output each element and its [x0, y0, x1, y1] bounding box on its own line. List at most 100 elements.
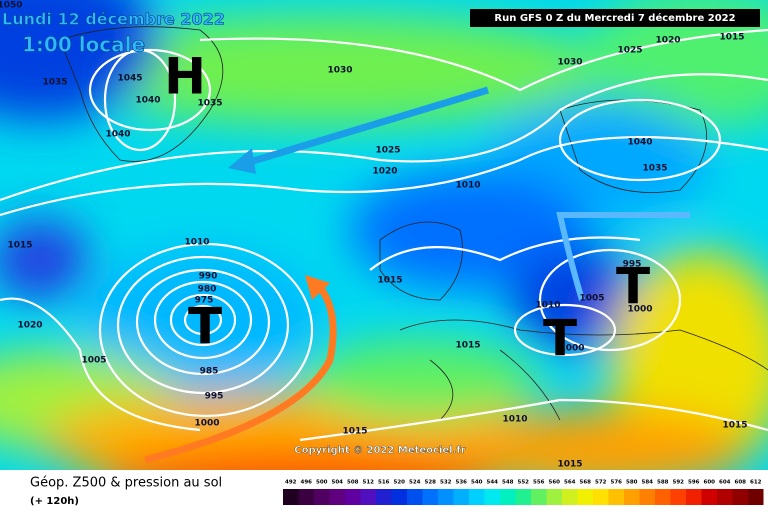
legend-swatch	[298, 489, 314, 505]
legend-label: 572	[595, 480, 607, 486]
pressure-label: 1020	[372, 167, 397, 177]
legend-swatch	[407, 489, 423, 505]
pressure-label: 1005	[579, 294, 604, 304]
legend-swatch	[469, 489, 485, 505]
legend-swatch	[283, 489, 299, 505]
pressure-labels: 1050 1035 1045 1040 1035 1040 1030 1030 1025 1020…	[0, 1, 748, 470]
legend-label: 496	[301, 480, 313, 486]
legend-label: 536	[456, 480, 468, 486]
legend-label: 608	[735, 480, 747, 486]
legend-swatch	[515, 489, 531, 505]
pressure-label: 1015	[342, 427, 367, 437]
legend-label: 540	[471, 480, 483, 486]
legend-label: 520	[394, 480, 406, 486]
legend-label: 596	[688, 480, 700, 486]
legend-swatch	[686, 489, 702, 505]
legend-swatch	[701, 489, 717, 505]
pressure-label: 1000	[194, 419, 219, 429]
pressure-label: 1010	[455, 181, 480, 191]
legend-swatch	[345, 489, 361, 505]
legend-swatch	[531, 489, 547, 505]
legend-swatch	[546, 489, 562, 505]
legend-label: 528	[425, 480, 437, 486]
legend-swatch	[391, 489, 407, 505]
pressure-label: 1040	[135, 96, 160, 106]
pressure-label: 1015	[722, 421, 747, 431]
legend-label: 504	[332, 480, 344, 486]
flow-arrows	[144, 86, 690, 464]
pressure-label: 1030	[557, 58, 582, 68]
pressure-label: 1005	[81, 356, 106, 366]
pressure-label: 1025	[617, 46, 642, 56]
system-letter: T	[188, 298, 222, 356]
pressure-label: 1035	[197, 99, 222, 109]
legend-label: 500	[316, 480, 328, 486]
pressure-label: 1015	[719, 33, 744, 43]
system-letter: H	[164, 48, 206, 106]
legend-label: 492	[285, 480, 297, 486]
system-letter: T	[543, 310, 577, 368]
forecast-time: 1:00 locale	[22, 33, 145, 57]
pressure-label: 1015	[377, 276, 402, 286]
pressure-label: 1020	[655, 36, 680, 46]
legend-swatch	[577, 489, 593, 505]
pressure-label: 1010	[502, 415, 527, 425]
legend-label: 556	[533, 480, 545, 486]
pressure-label: 975	[195, 296, 214, 306]
footer-title: Géop. Z500 & pression au sol	[30, 476, 222, 491]
legend-swatch	[438, 489, 454, 505]
legend-label: 568	[580, 480, 592, 486]
pressure-label: 995	[205, 392, 224, 402]
pressure-label: 1015	[557, 460, 582, 470]
copyright: Copyright © 2022 Meteociel.fr	[294, 445, 465, 456]
pressure-label: 1020	[17, 321, 42, 331]
legend-label: 592	[673, 480, 685, 486]
pressure-label: 1045	[117, 74, 142, 84]
legend-swatch	[329, 489, 345, 505]
pressure-label: 990	[199, 272, 218, 282]
pressure-label: 1050	[0, 1, 23, 11]
legend-label: 548	[502, 480, 514, 486]
pressure-label: 1025	[375, 146, 400, 156]
system-letter: T	[616, 258, 650, 316]
run-box	[470, 9, 760, 27]
pressure-label: 1000	[627, 305, 652, 315]
pressure-label: 1015	[455, 341, 480, 351]
legend-swatch	[314, 489, 330, 505]
run-info: Run GFS 0 Z du Mercredi 7 décembre 2022	[494, 12, 735, 24]
legend-swatch	[624, 489, 640, 505]
pressure-label: 1030	[327, 66, 352, 76]
legend-label: 584	[642, 480, 654, 486]
legend-swatch	[608, 489, 624, 505]
legend-label: 552	[518, 480, 530, 486]
legend-label: 508	[347, 480, 359, 486]
legend-swatch	[376, 489, 392, 505]
legend-label: 612	[750, 480, 762, 486]
isobars	[0, 28, 768, 442]
legend-label: 564	[564, 480, 576, 486]
legend-label: 588	[657, 480, 669, 486]
legend-label: 512	[363, 480, 375, 486]
legend-swatch	[670, 489, 686, 505]
legend-swatch	[500, 489, 516, 505]
legend-swatch	[593, 489, 609, 505]
pressure-label: 1035	[42, 78, 67, 88]
legend-swatch	[717, 489, 733, 505]
pressure-label: 1000	[559, 344, 584, 354]
pressure-label: 1010	[535, 301, 560, 311]
pressure-label: 980	[198, 285, 217, 295]
pressure-label: 985	[200, 367, 219, 377]
forecast-date: Lundi 12 décembre 2022	[2, 10, 225, 29]
legend-label: 580	[626, 480, 638, 486]
legend-swatch	[422, 489, 438, 505]
legend-swatch	[639, 489, 655, 505]
legend-swatch	[453, 489, 469, 505]
legend-swatch	[655, 489, 671, 505]
legend-label: 532	[440, 480, 452, 486]
legend-label: 516	[378, 480, 390, 486]
pressure-label: 1035	[642, 164, 667, 174]
legend-swatch	[562, 489, 578, 505]
